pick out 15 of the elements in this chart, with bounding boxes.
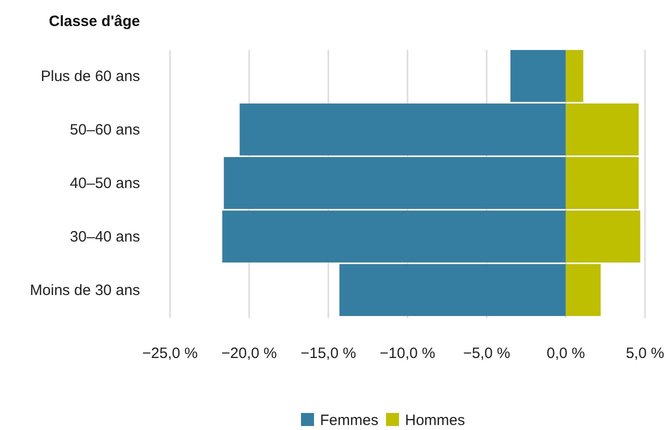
y-tick-label: 40–50 ans — [70, 175, 140, 192]
y-tick-label: Plus de 60 ans — [40, 68, 140, 85]
x-tick-label: −10,0 % — [380, 345, 436, 362]
x-tick-label: 0,0 % — [546, 345, 586, 362]
x-tick-label: −20,0 % — [221, 345, 277, 362]
x-tick-label: −5,0 % — [463, 345, 510, 362]
y-axis-title: Classe d'âge — [48, 13, 140, 30]
legend-label: Femmes — [320, 412, 378, 429]
y-tick-label: 50–60 ans — [70, 121, 140, 138]
y-tick-label: 30–40 ans — [70, 228, 140, 246]
x-tick-label: 5,0 % — [626, 345, 664, 362]
y-tick-label: Moins de 30 ans — [30, 282, 140, 300]
x-tick-label: −15,0 % — [300, 345, 356, 362]
legend-label: Hommes — [405, 412, 466, 429]
x-tick-label: −25,0 % — [142, 345, 198, 362]
